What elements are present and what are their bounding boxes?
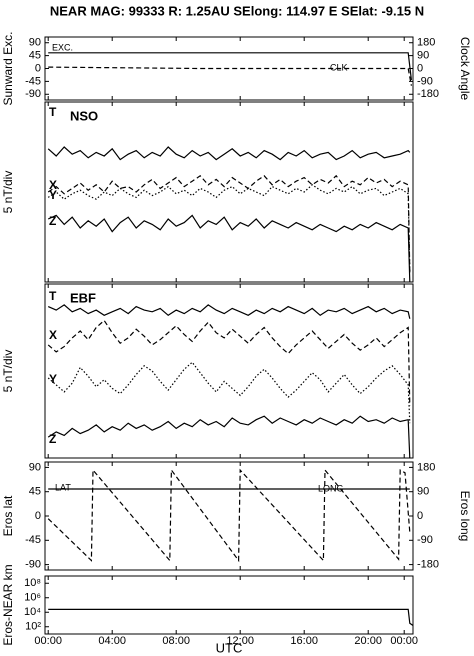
series-line	[47, 174, 411, 274]
y-tick-label: 10²	[25, 621, 41, 633]
panel-frame	[44, 101, 414, 283]
panel-label: EBF	[70, 290, 96, 305]
y-tick-label: 0	[35, 510, 41, 522]
chart-title: NEAR MAG: 99333 R: 1.25AU SElong: 114.97…	[50, 3, 424, 18]
y-tick-label: 45	[29, 486, 41, 498]
y-tick-label: 10⁴	[24, 606, 41, 618]
series-label: T	[49, 105, 57, 119]
x-tick-label: 08:00	[162, 635, 190, 647]
series-label: EXC.	[52, 42, 73, 52]
y-tick-label: -45	[25, 534, 41, 546]
x-tick-label: 16:00	[290, 635, 318, 647]
series-line	[48, 52, 412, 81]
series-label: Y	[49, 372, 57, 386]
y-tick-label: 45	[29, 50, 41, 62]
y-tick-label: 90	[29, 461, 41, 473]
series-line	[48, 608, 414, 626]
x-tick-label: 20:00	[354, 635, 382, 647]
y2-tick-label: -90	[417, 75, 433, 87]
panel-label: NSO	[70, 108, 98, 123]
y-axis-label: 5 nT/div	[1, 350, 15, 393]
series-label: X	[49, 328, 57, 342]
y2-tick-label: 90	[417, 50, 429, 62]
series-line	[47, 361, 411, 424]
series-line	[47, 184, 411, 274]
series-label: Z	[49, 432, 56, 446]
x-tick-label: 04:00	[98, 635, 126, 647]
y2-tick-label: 90	[417, 486, 429, 498]
series-label: Z	[49, 214, 56, 228]
y2-tick-label: -90	[417, 534, 433, 546]
x-tick-label: 00:00	[34, 635, 62, 647]
series-label: LAT	[55, 482, 71, 492]
series-label: Y	[49, 188, 57, 202]
y2-tick-label: 0	[417, 62, 423, 74]
y-tick-label: 90	[29, 37, 41, 49]
series-label: CLK	[330, 62, 348, 72]
series-line	[47, 214, 411, 283]
y2-tick-label: -180	[417, 88, 439, 100]
y2-tick-label: 0	[417, 510, 423, 522]
series-label: LONG	[318, 483, 344, 493]
series-line	[47, 468, 411, 563]
y-tick-label: 10⁶	[24, 592, 41, 604]
y-tick-label: -45	[25, 75, 41, 87]
series-line	[47, 304, 411, 319]
y-tick-label: -90	[25, 88, 41, 100]
y-axis-label: 5 nT/div	[1, 171, 15, 214]
y-tick-label: -90	[25, 559, 41, 571]
y-axis-label: Eros lat	[1, 495, 15, 536]
y2-tick-label: 180	[417, 37, 435, 49]
y2-tick-label: 180	[417, 461, 435, 473]
series-line	[48, 66, 412, 86]
y2-tick-label: -180	[417, 559, 439, 571]
series-line	[47, 415, 411, 459]
series-label: T	[49, 289, 57, 303]
series-line	[47, 146, 411, 161]
y-tick-label: 0	[35, 62, 41, 74]
panel-frame	[44, 283, 414, 459]
x-tick-label: 00:00	[390, 635, 418, 647]
x-axis-label: UTC	[216, 640, 243, 655]
panel-frame	[44, 575, 414, 635]
y-tick-label: 10⁸	[24, 577, 41, 589]
y-axis-label: Sunward Exc.	[1, 31, 15, 105]
y2-axis-label: Eros long	[458, 491, 472, 542]
y2-axis-label: Clock Angle	[458, 37, 472, 101]
series-label: X	[49, 178, 57, 192]
series-line	[47, 319, 411, 406]
y-axis-label: Eros-NEAR km	[1, 564, 15, 645]
x-tick-label: 12:00	[226, 635, 254, 647]
